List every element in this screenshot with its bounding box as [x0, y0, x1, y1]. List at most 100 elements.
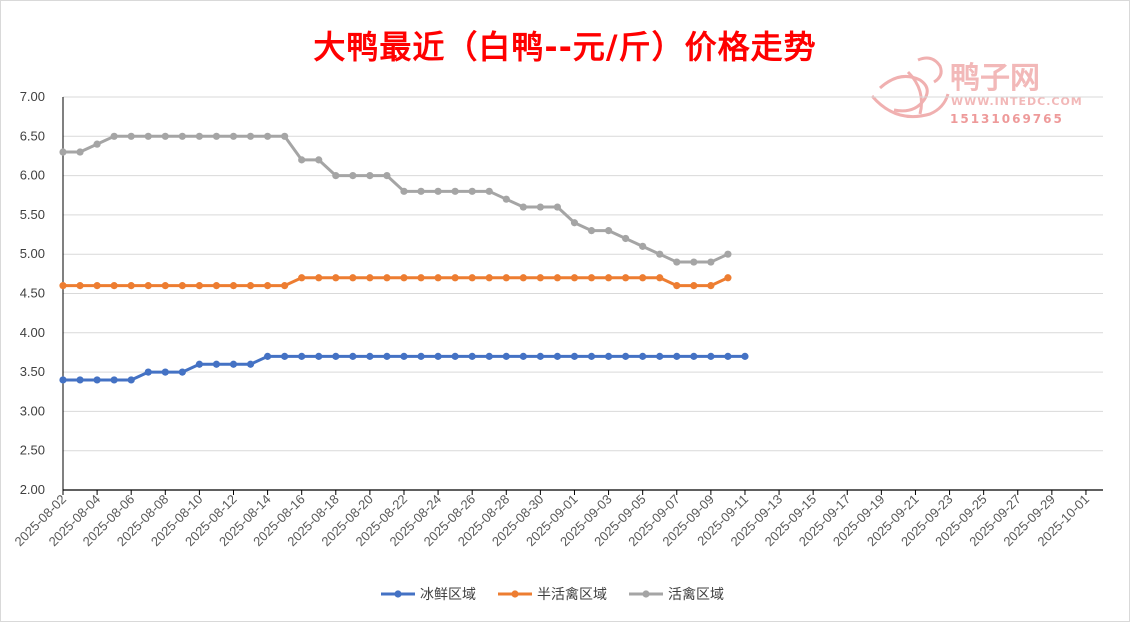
data-point — [485, 187, 493, 195]
y-tick-label: 6.50 — [20, 128, 45, 143]
data-point — [502, 352, 510, 360]
y-tick-label: 2.00 — [20, 482, 45, 497]
data-point — [332, 172, 340, 180]
y-tick-label: 3.50 — [20, 364, 45, 379]
data-point — [195, 360, 203, 368]
data-point — [587, 227, 596, 235]
legend-label: 活禽区域 — [668, 586, 724, 603]
data-point — [400, 352, 408, 360]
data-point — [332, 274, 340, 282]
data-point — [161, 132, 169, 140]
data-point — [93, 376, 101, 384]
legend-item-2: 半活禽区域 — [498, 586, 607, 603]
data-point — [315, 156, 323, 164]
data-point — [298, 274, 306, 282]
y-tick-label: 3.00 — [20, 403, 45, 418]
data-point — [451, 274, 459, 282]
data-point — [229, 282, 238, 290]
axes — [62, 97, 1103, 491]
data-point — [502, 274, 510, 282]
data-point — [59, 148, 67, 156]
data-point — [639, 274, 647, 282]
data-point — [93, 140, 101, 148]
data-point — [400, 187, 408, 195]
data-point — [195, 132, 203, 140]
data-point — [281, 132, 289, 140]
data-point — [263, 282, 272, 290]
data-point — [127, 282, 135, 290]
data-point — [673, 258, 681, 266]
data-point — [604, 274, 613, 282]
data-point — [639, 352, 647, 360]
legend: 冰鲜区域 半活禽区域 活禽区域 — [381, 586, 724, 603]
x-axis-ticks: 2025-08-022025-08-042025-08-062025-08-08… — [11, 490, 1092, 549]
data-point — [536, 274, 544, 282]
data-point — [178, 282, 186, 290]
watermark-brand: 鸭子网 — [950, 61, 1040, 96]
data-point — [281, 352, 289, 360]
legend-label: 半活禽区域 — [537, 586, 607, 603]
data-point — [451, 352, 459, 360]
data-point — [656, 274, 664, 282]
data-point — [349, 352, 357, 360]
data-point — [570, 352, 579, 360]
data-point — [434, 274, 442, 282]
y-tick-label: 4.00 — [20, 325, 45, 340]
series-2 — [59, 274, 732, 290]
data-point — [127, 132, 135, 140]
data-point — [195, 282, 203, 290]
data-point — [690, 258, 698, 266]
data-point — [144, 132, 152, 140]
data-point — [417, 352, 425, 360]
data-point — [246, 132, 255, 140]
data-point — [553, 203, 562, 211]
data-point — [656, 352, 664, 360]
data-point — [110, 282, 118, 290]
data-point — [485, 274, 493, 282]
data-point — [212, 360, 221, 368]
data-point — [212, 282, 221, 290]
data-point — [434, 352, 442, 360]
data-point — [485, 352, 493, 360]
data-point — [587, 352, 596, 360]
watermark-logo: 鸭子网 WWW.INTEDC.COM 15131069765 — [870, 56, 1082, 126]
data-point — [59, 282, 67, 290]
data-point — [400, 274, 408, 282]
data-point — [298, 156, 306, 164]
data-point — [417, 274, 425, 282]
data-point — [110, 376, 118, 384]
data-point — [570, 219, 579, 227]
data-point — [366, 274, 374, 282]
data-point — [587, 274, 596, 282]
data-point — [690, 282, 698, 290]
data-point — [724, 352, 732, 360]
data-point — [604, 352, 613, 360]
data-point — [178, 132, 186, 140]
data-point — [673, 282, 681, 290]
data-point — [178, 368, 186, 376]
data-point — [229, 360, 238, 368]
data-point — [144, 368, 152, 376]
data-point — [519, 203, 527, 211]
legend-swatch-marker — [394, 590, 402, 598]
data-point — [622, 352, 630, 360]
y-tick-label: 2.50 — [20, 443, 45, 458]
legend-swatch-marker — [642, 590, 650, 598]
series-1 — [59, 352, 749, 384]
data-point — [656, 250, 664, 258]
data-point — [76, 148, 84, 156]
data-point — [741, 352, 749, 360]
data-point — [366, 172, 374, 180]
legend-swatch-marker — [511, 590, 519, 598]
y-tick-label: 5.00 — [20, 246, 45, 261]
data-point — [536, 203, 544, 211]
data-point — [417, 187, 425, 195]
data-point — [570, 274, 579, 282]
chart-title: 大鸭最近（白鸭--元/斤）价格走势 — [313, 28, 817, 66]
data-point — [553, 274, 562, 282]
data-point — [246, 360, 255, 368]
y-tick-label: 4.50 — [20, 286, 45, 301]
data-point — [536, 352, 544, 360]
data-point — [315, 274, 323, 282]
data-point — [332, 352, 340, 360]
